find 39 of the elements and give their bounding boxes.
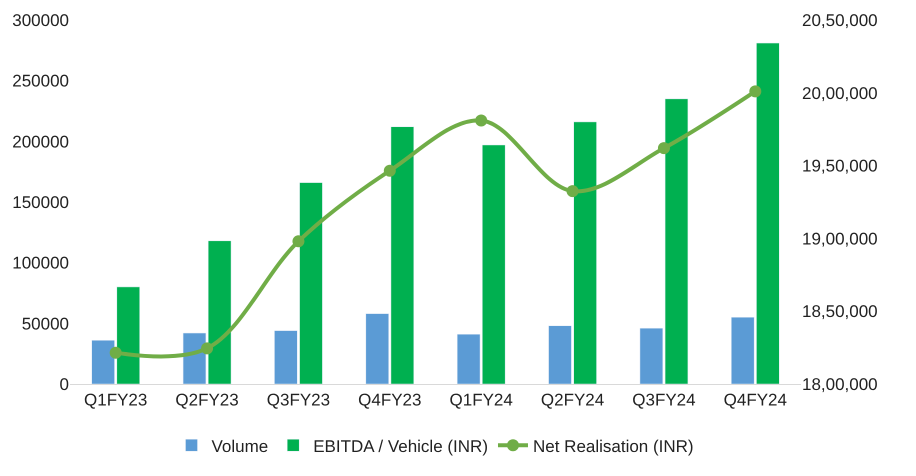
y-tick-label: 300000 <box>12 10 69 30</box>
bar <box>573 122 597 384</box>
bar <box>640 328 664 384</box>
y2-tick-label: 18,50,000 <box>802 302 878 322</box>
y-tick-label: 150000 <box>12 192 69 212</box>
x-tick-label: Q1FY23 <box>84 390 148 410</box>
point <box>110 346 122 359</box>
bar <box>548 326 572 384</box>
point <box>566 185 579 198</box>
bar <box>664 98 688 384</box>
point <box>292 235 304 248</box>
bar <box>299 182 323 384</box>
x-tick-label: Q2FY23 <box>175 390 239 410</box>
y-tick-label: 200000 <box>12 132 69 152</box>
x-tick-label: Q3FY24 <box>632 390 696 410</box>
x-tick-label: Q1FY24 <box>450 390 513 410</box>
x-tick-label: Q4FY24 <box>724 390 787 410</box>
y2-tick-label: 19,00,000 <box>802 229 878 248</box>
y-tick-label: 250000 <box>12 72 69 91</box>
y2-tick-label: 19,50,000 <box>802 156 878 176</box>
y2-tick-label: 20,50,000 <box>802 10 878 30</box>
legend-label: Volume <box>212 436 268 456</box>
x-tick-label: Q4FY23 <box>358 390 422 410</box>
point <box>384 164 396 177</box>
x-tick-label: Q2FY24 <box>540 390 604 410</box>
legend-label: EBITDA / Vehicle (INR) <box>313 436 488 456</box>
point <box>201 342 214 354</box>
bar <box>274 330 298 384</box>
y-tick-label: 100000 <box>12 254 69 273</box>
y2-tick-label: 18,00,000 <box>802 374 878 394</box>
legend-label: Net Realisation (INR) <box>532 436 694 456</box>
y2-tick-label: 20,00,000 <box>802 84 878 103</box>
bar <box>208 240 232 384</box>
point <box>749 85 762 98</box>
x-tick-label: Q3FY23 <box>266 390 330 410</box>
y-tick-label: 50000 <box>22 314 69 334</box>
y-tick-label: 0 <box>60 374 69 394</box>
point <box>475 114 488 126</box>
point <box>658 142 670 154</box>
